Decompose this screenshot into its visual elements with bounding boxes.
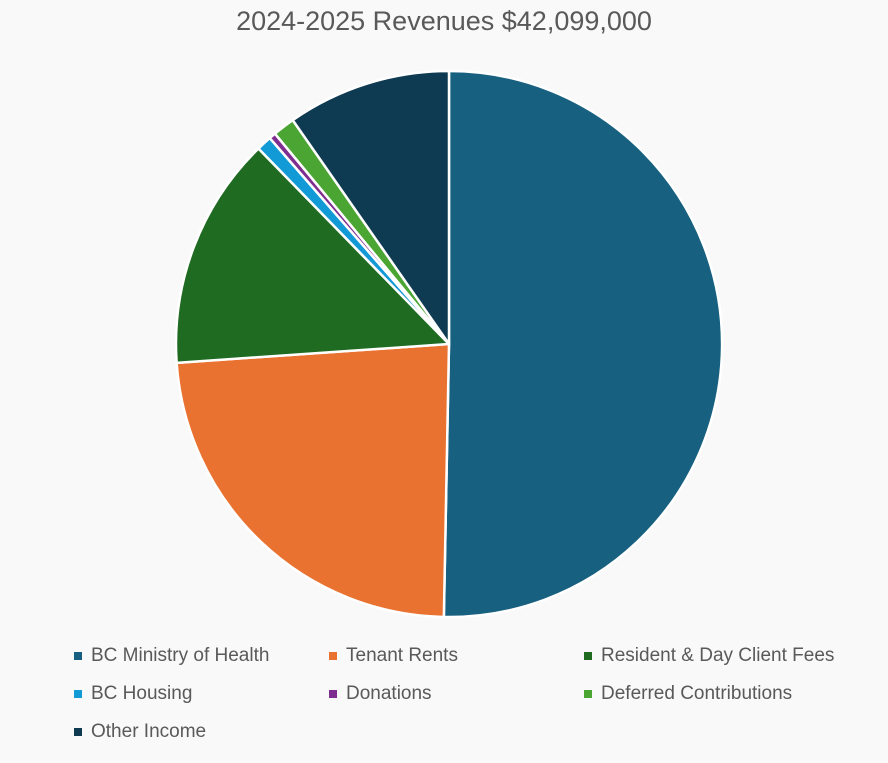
legend-item: Donations [329,683,584,704]
legend-item: Deferred Contributions [584,683,864,704]
legend-label: Tenant Rents [346,645,458,666]
legend-item: BC Ministry of Health [74,645,329,666]
legend-item: Tenant Rents [329,645,584,666]
pie-slice-1 [175,342,451,619]
pie-slice-0 [442,69,724,619]
pie-slice-2 [174,147,451,365]
legend-label: Deferred Contributions [601,683,793,704]
legend-swatch [74,652,82,660]
legend-label: Resident & Day Client Fees [601,645,835,666]
legend-swatch [584,690,592,698]
legend-item: Other Income [74,721,329,742]
legend-swatch [329,652,337,660]
legend-label: Donations [346,683,432,704]
legend-label: BC Housing [91,683,193,704]
pie-slice-6 [291,69,451,346]
legend-swatch [74,728,82,736]
legend-swatch [329,690,337,698]
legend-swatch [74,690,82,698]
chart-title: 2024-2025 Revenues $42,099,000 [236,6,652,36]
legend-item: Resident & Day Client Fees [584,645,864,666]
legend-label: BC Ministry of Health [91,645,270,666]
legend-label: Other Income [91,721,207,742]
legend-item: BC Housing [74,683,329,704]
legend-swatch [584,652,592,660]
legend: BC Ministry of Health Tenant Rents Residen… [74,645,864,742]
